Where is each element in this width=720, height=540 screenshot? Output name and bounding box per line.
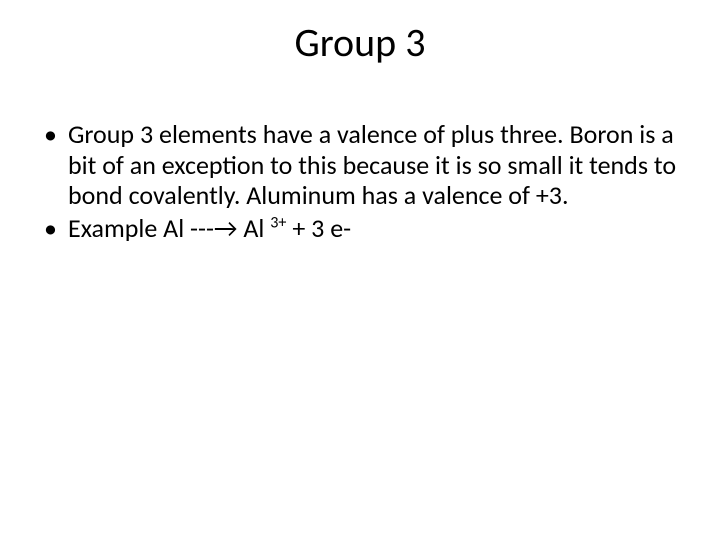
bullet-text-prefix: Example Al ---→ Al [68,212,270,244]
bullet-item: Example Al ---→ Al 3+ + 3 e- [40,213,680,244]
slide: Group 3 Group 3 elements have a valence … [0,18,720,540]
bullet-list: Group 3 elements have a valence of plus … [40,119,680,244]
slide-body: Group 3 elements have a valence of plus … [40,119,680,244]
bullet-text: Group 3 elements have a valence of plus … [68,118,676,211]
bullet-item: Group 3 elements have a valence of plus … [40,119,680,211]
bullet-text-suffix: + 3 e- [286,212,351,244]
bullet-superscript: 3+ [270,213,286,232]
slide-title: Group 3 [0,18,720,67]
